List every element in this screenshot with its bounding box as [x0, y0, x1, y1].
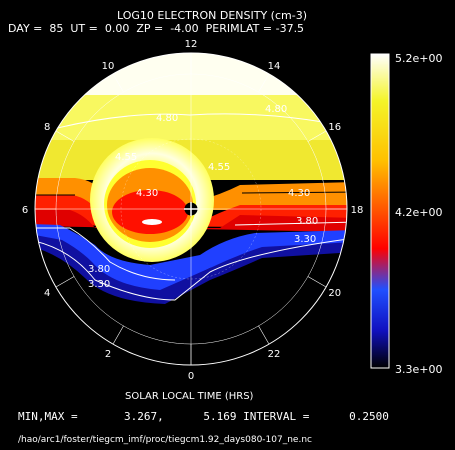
local-time-labels: 0 2 4 6 8 10 12 14 16 18 20 22 [22, 39, 364, 382]
contour-4.80 [35, 113, 347, 136]
colorbar-min-label: 3.3e+00 [395, 363, 442, 376]
tick-14 [258, 73, 270, 93]
chart-title: LOG10 ELECTRON DENSITY (cm-3) [117, 9, 307, 22]
contour-label: 4.30 [136, 188, 158, 199]
local-time-label-8: 8 [44, 122, 50, 133]
local-time-label-4: 4 [44, 288, 50, 299]
contour-label: 3.30 [88, 279, 110, 290]
contour-3.30 [35, 237, 347, 301]
local-time-label-16: 16 [328, 122, 341, 133]
band-darkred [35, 210, 347, 232]
tick-8 [55, 130, 75, 142]
hole-red [112, 190, 188, 234]
contour-label: 4.80 [156, 113, 178, 124]
contour-label: 4.55 [208, 162, 230, 173]
contour-label: 4.30 [288, 188, 310, 199]
local-time-label-10: 10 [102, 61, 115, 72]
colorbar-max-label: 5.2e+00 [395, 52, 442, 65]
contour-label: 3.80 [88, 264, 110, 275]
tick-20 [307, 276, 327, 288]
colorbar [370, 53, 390, 369]
local-time-label-20: 20 [328, 288, 341, 299]
local-time-label-18: 18 [351, 205, 364, 216]
local-time-label-12: 12 [185, 39, 198, 50]
contour-label: 4.80 [265, 104, 287, 115]
params-line: DAY = 85 UT = 0.00 ZP = -4.00 PERIMLAT =… [8, 22, 304, 35]
stats-line: MIN,MAX = 3.267, 5.169 INTERVAL = 0.2500 [18, 410, 389, 423]
file-path: /hao/arc1/foster/tiegcm_imf/proc/tiegcm1… [18, 435, 312, 445]
contour-label: 4.55 [115, 152, 137, 163]
tick-4 [55, 276, 75, 288]
local-time-label-22: 22 [268, 349, 281, 360]
tick-22 [258, 325, 270, 345]
colorbar-mid-label: 4.2e+00 [395, 206, 442, 219]
contour-label: 3.30 [294, 234, 316, 245]
band-blue [35, 224, 347, 292]
tick-10 [112, 73, 124, 93]
local-time-label-2: 2 [105, 349, 111, 360]
tick-marks [35, 53, 347, 365]
contour-label: 3.80 [296, 216, 318, 227]
tick-2 [112, 325, 124, 345]
x-axis-label: SOLAR LOCAL TIME (HRS) [125, 391, 254, 402]
contour-4.30 [35, 191, 347, 196]
local-time-label-0: 0 [188, 371, 194, 382]
hole-white [142, 219, 162, 225]
local-time-label-6: 6 [22, 205, 28, 216]
contour-3.80 [35, 221, 347, 281]
contour-labels: 4.80 4.80 4.30 4.30 3.80 3.30 3.80 3.30 4.55 4.55 [88, 104, 318, 290]
local-time-label-14: 14 [268, 61, 281, 72]
tick-16 [307, 130, 327, 142]
